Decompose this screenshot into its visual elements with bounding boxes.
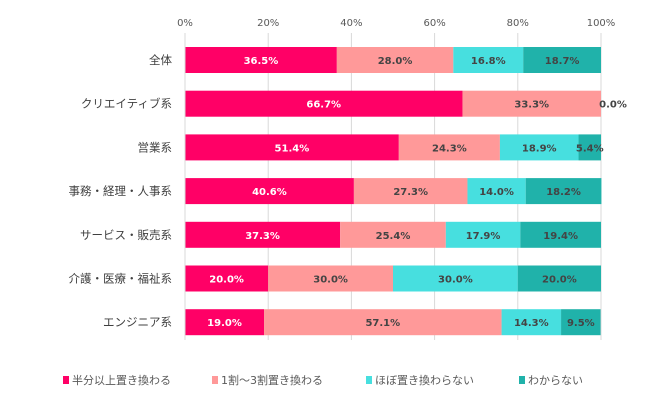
x-tick-label: 20% [257, 18, 279, 29]
data-label: 28.0% [378, 56, 413, 67]
bar-segment [264, 309, 502, 336]
data-label: 25.4% [376, 231, 411, 242]
bar-segment [185, 265, 269, 292]
bar-segment [467, 178, 526, 205]
data-label: 5.4% [576, 143, 604, 154]
bar-segment [185, 178, 354, 205]
legend-label: 半分以上置き換わる [72, 373, 171, 387]
legend-label: 1割～3割置き換わる [221, 373, 323, 387]
bar-segment [398, 134, 500, 161]
bar-segment [336, 47, 454, 73]
bar-segment [499, 134, 579, 161]
bar-segment [501, 309, 562, 336]
x-tick-label: 60% [423, 18, 445, 29]
bar-segment [453, 47, 524, 73]
x-tick-label: 0% [177, 18, 193, 29]
bar-segment [185, 221, 341, 248]
bar-segment [393, 265, 518, 292]
bar-segment [185, 134, 399, 161]
bar-segment [268, 265, 393, 292]
category-label: 事務・経理・人事系 [69, 184, 173, 198]
legend-swatch [212, 376, 218, 384]
bar-segment [340, 221, 446, 248]
data-label: 18.2% [546, 187, 581, 198]
legend-swatch [63, 376, 69, 384]
data-label: 66.7% [306, 100, 341, 111]
bar-segment [525, 178, 602, 205]
data-label: 30.0% [438, 275, 473, 286]
data-label: 36.5% [244, 56, 279, 67]
x-tick-label: 40% [340, 18, 362, 29]
data-label: 18.7% [545, 56, 580, 67]
bar-segment [185, 90, 463, 117]
data-label: 19.0% [207, 318, 242, 329]
data-label: 40.6% [252, 187, 287, 198]
bar-segment [353, 178, 468, 205]
data-label: 27.3% [393, 187, 428, 198]
bar-segment [561, 309, 601, 336]
bar-segment [185, 309, 265, 336]
data-label: 9.5% [567, 318, 595, 329]
data-label: 24.3% [432, 143, 467, 154]
legend-label: わからない [528, 374, 583, 387]
bar-segment [520, 221, 601, 248]
data-label: 37.3% [245, 231, 280, 242]
data-label: 30.0% [313, 275, 348, 286]
category-label: 営業系 [138, 140, 173, 154]
data-label: 0.0% [599, 100, 627, 111]
data-label: 18.9% [522, 143, 557, 154]
x-tick-label: 100% [587, 18, 616, 29]
data-label: 20.0% [209, 275, 244, 286]
x-tick-label: 80% [507, 18, 529, 29]
bar-segment [517, 265, 601, 292]
data-label: 14.0% [479, 187, 514, 198]
bar-segment [523, 47, 601, 73]
data-label: 51.4% [275, 143, 310, 154]
category-label: 全体 [149, 53, 172, 67]
bar-segment [462, 90, 601, 117]
data-label: 17.9% [466, 231, 501, 242]
bar-segment [445, 221, 521, 248]
data-label: 33.3% [514, 100, 549, 111]
legend-label: ほぼ置き換わらない [375, 374, 474, 387]
category-label: 介護・医療・福祉系 [69, 272, 173, 286]
category-label: クリエイティブ系 [81, 97, 172, 111]
data-label: 57.1% [365, 318, 400, 329]
data-label: 16.8% [471, 56, 506, 67]
legend-swatch [366, 376, 372, 384]
data-label: 14.3% [514, 318, 549, 329]
bar-segment [185, 47, 337, 73]
legend-swatch [519, 376, 525, 384]
data-label: 19.4% [543, 231, 578, 242]
category-label: サービス・販売系 [80, 228, 172, 242]
data-label: 20.0% [542, 275, 577, 286]
bar-segment [578, 134, 601, 161]
category-label: エンジニア系 [103, 315, 172, 329]
